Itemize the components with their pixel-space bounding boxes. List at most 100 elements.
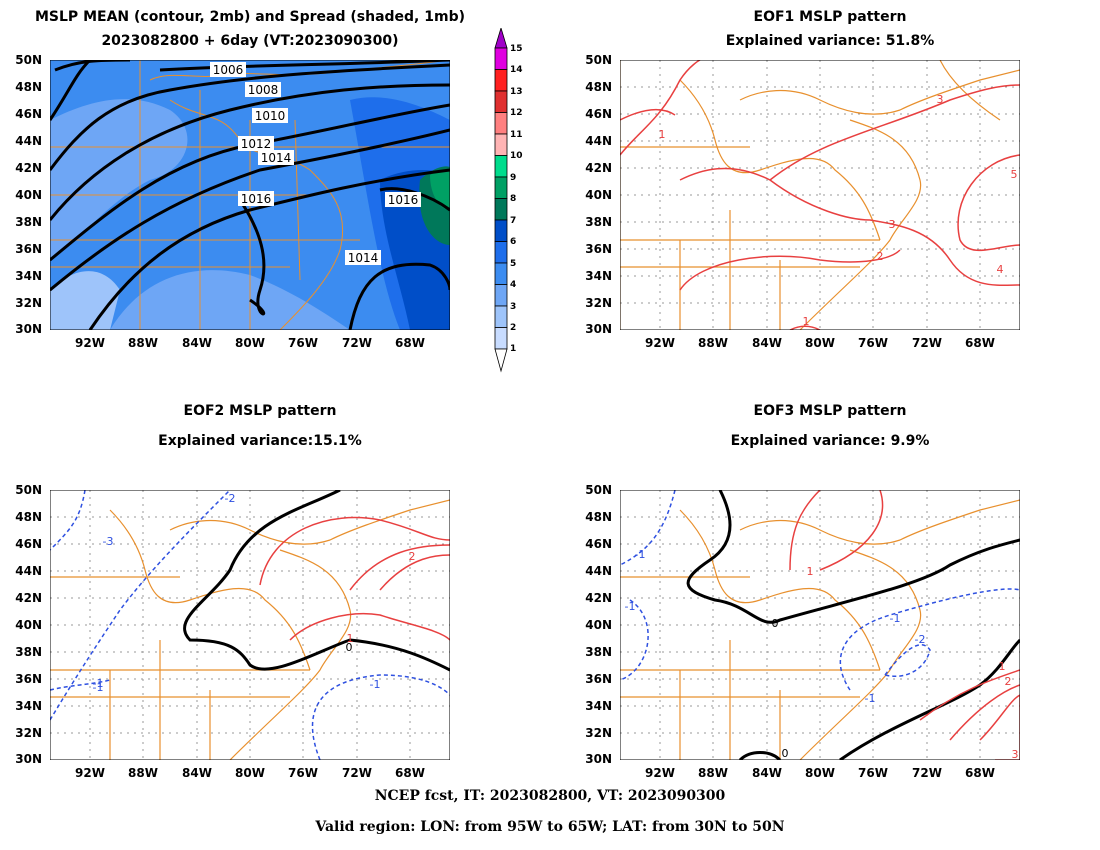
footer-forecast-info: NCEP fcst, IT: 2023082800, VT: 202309030… <box>374 788 726 804</box>
eof3-map: -1 -1 1 0 -1 -2 -1 1 2 3 0 <box>619 489 1022 762</box>
svg-text:5: 5 <box>1011 168 1018 181</box>
svg-text:-2: -2 <box>225 492 236 505</box>
svg-text:1014: 1014 <box>261 151 292 165</box>
svg-text:0: 0 <box>346 641 353 654</box>
colorbar-label: 8 <box>510 194 517 204</box>
footer-valid-region: Valid region: LON: from 95W to 65W; LAT:… <box>315 819 785 835</box>
colorbar-box-2 <box>494 305 508 328</box>
grid-lines <box>50 490 450 760</box>
colorbar-label: 11 <box>510 130 523 140</box>
svg-text:2: 2 <box>409 550 416 563</box>
colorbar-label: 4 <box>510 280 517 290</box>
colorbar-box-5 <box>494 241 508 264</box>
colorbar-box-8 <box>494 176 508 199</box>
colorbar-label: 5 <box>510 259 517 269</box>
svg-text:4: 4 <box>997 263 1004 276</box>
colorbar-box-11 <box>494 112 508 135</box>
contour-label-1014b: 1014 <box>345 250 381 265</box>
svg-text:-1: -1 <box>625 600 636 613</box>
spread-shading-2 <box>50 271 120 330</box>
colorbar-label: 6 <box>510 237 517 247</box>
negative-contours <box>619 489 1021 691</box>
colorbar-box-10 <box>494 133 508 156</box>
svg-text:-1: -1 <box>635 548 646 561</box>
grid-lines <box>620 490 1020 760</box>
colorbar-box-7 <box>494 198 508 221</box>
panel3-title: EOF2 MSLP pattern <box>183 403 337 419</box>
colorbar-label: 1 <box>510 344 517 354</box>
svg-text:1: 1 <box>999 660 1006 673</box>
colorbar-label: 13 <box>510 87 523 97</box>
svg-text:0: 0 <box>772 617 779 630</box>
contour-label-1016b: 1016 <box>385 192 421 207</box>
contour-label-1008: 1008 <box>245 82 281 97</box>
colorbar-top-arrow <box>494 28 508 49</box>
svg-text:1010: 1010 <box>255 109 286 123</box>
svg-text:1: 1 <box>347 632 354 645</box>
colorbar-box-6 <box>494 219 508 242</box>
panel4-subtitle: Explained variance: 9.9% <box>730 433 930 449</box>
eof1-map: 1 3 5 3 2 4 1 <box>619 59 1021 331</box>
colorbar-box-9 <box>494 155 508 178</box>
colorbar-box-14 <box>494 47 508 70</box>
svg-text:1: 1 <box>803 315 810 328</box>
contour-label-1006: 1006 <box>210 62 246 77</box>
svg-text:1: 1 <box>659 128 666 141</box>
zero-contour <box>686 489 1022 762</box>
spread-colorbar: 15 14 13 12 11 10 9 8 7 6 5 4 3 2 1 <box>494 28 534 373</box>
panel3-subtitle: Explained variance:15.1% <box>158 433 362 449</box>
svg-text:3: 3 <box>937 93 944 106</box>
svg-text:1: 1 <box>807 565 814 578</box>
mslp-mean-map: 1006 1008 1010 1012 1014 1016 1016 1014 <box>48 58 452 331</box>
positive-contours <box>789 489 1021 761</box>
svg-text:3: 3 <box>889 218 896 231</box>
svg-text:-1: -1 <box>890 612 901 625</box>
contour-label-1016a: 1016 <box>238 191 274 206</box>
svg-text:2: 2 <box>877 250 884 263</box>
panel1-subtitle: 2023082800 + 6day (VT:2023090300) <box>101 33 399 49</box>
colorbar-label: 9 <box>510 173 517 183</box>
colorbar-box-12 <box>494 90 508 113</box>
panel2-subtitle: Explained variance: 51.8% <box>725 33 935 49</box>
colorbar-boxes <box>494 47 508 350</box>
positive-contours <box>619 59 1021 331</box>
panel4-title: EOF3 MSLP pattern <box>753 403 907 419</box>
negative-contours <box>49 489 451 761</box>
zero-contour <box>183 488 451 672</box>
svg-text:1008: 1008 <box>248 83 279 97</box>
eof2-map: -3 -2 -1 -1 1 2 0 -1 <box>49 488 451 761</box>
state-borders <box>620 499 1021 761</box>
svg-text:2: 2 <box>1005 675 1012 688</box>
contour-labels: 1006 1008 1010 1012 1014 1016 1016 1014 <box>210 62 421 265</box>
svg-text:1016: 1016 <box>241 192 272 206</box>
spread-shading-3b <box>110 270 350 330</box>
positive-contours <box>259 516 451 641</box>
colorbar-label: 10 <box>510 151 523 161</box>
colorbar-label: 7 <box>510 216 517 226</box>
contour-label-1014a: 1014 <box>258 150 294 165</box>
svg-text:-1: -1 <box>93 681 104 694</box>
eof2-value-labels: -3 -2 -1 -1 1 2 0 -1 <box>93 492 416 694</box>
contour-label-text: 1006 <box>213 63 244 77</box>
grid-lines <box>620 60 1020 330</box>
colorbar-label: 14 <box>510 65 523 75</box>
colorbar-box-3 <box>494 284 508 307</box>
contour-label-1012: 1012 <box>238 136 274 151</box>
svg-text:1014: 1014 <box>348 251 379 265</box>
colorbar-label: 3 <box>510 302 517 312</box>
colorbar-label: 12 <box>510 108 523 118</box>
spread-shading-8 <box>430 170 450 210</box>
contour-label-1010: 1010 <box>252 108 288 123</box>
eof1-value-labels: 1 3 5 3 2 4 1 <box>659 93 1018 328</box>
colorbar-box-1 <box>494 327 508 350</box>
svg-text:-1: -1 <box>93 677 104 690</box>
svg-text:0: 0 <box>782 747 789 760</box>
svg-text:-3: -3 <box>103 535 114 548</box>
panel2-title: EOF1 MSLP pattern <box>753 9 907 25</box>
svg-text:-1: -1 <box>370 678 381 691</box>
eof3-value-labels: -1 -1 1 0 -1 -2 -1 1 2 3 0 <box>625 548 1019 761</box>
svg-text:1016: 1016 <box>388 193 419 207</box>
colorbar-bottom-arrow <box>494 348 508 373</box>
svg-text:-1: -1 <box>865 692 876 705</box>
colorbar-box-4 <box>494 262 508 285</box>
